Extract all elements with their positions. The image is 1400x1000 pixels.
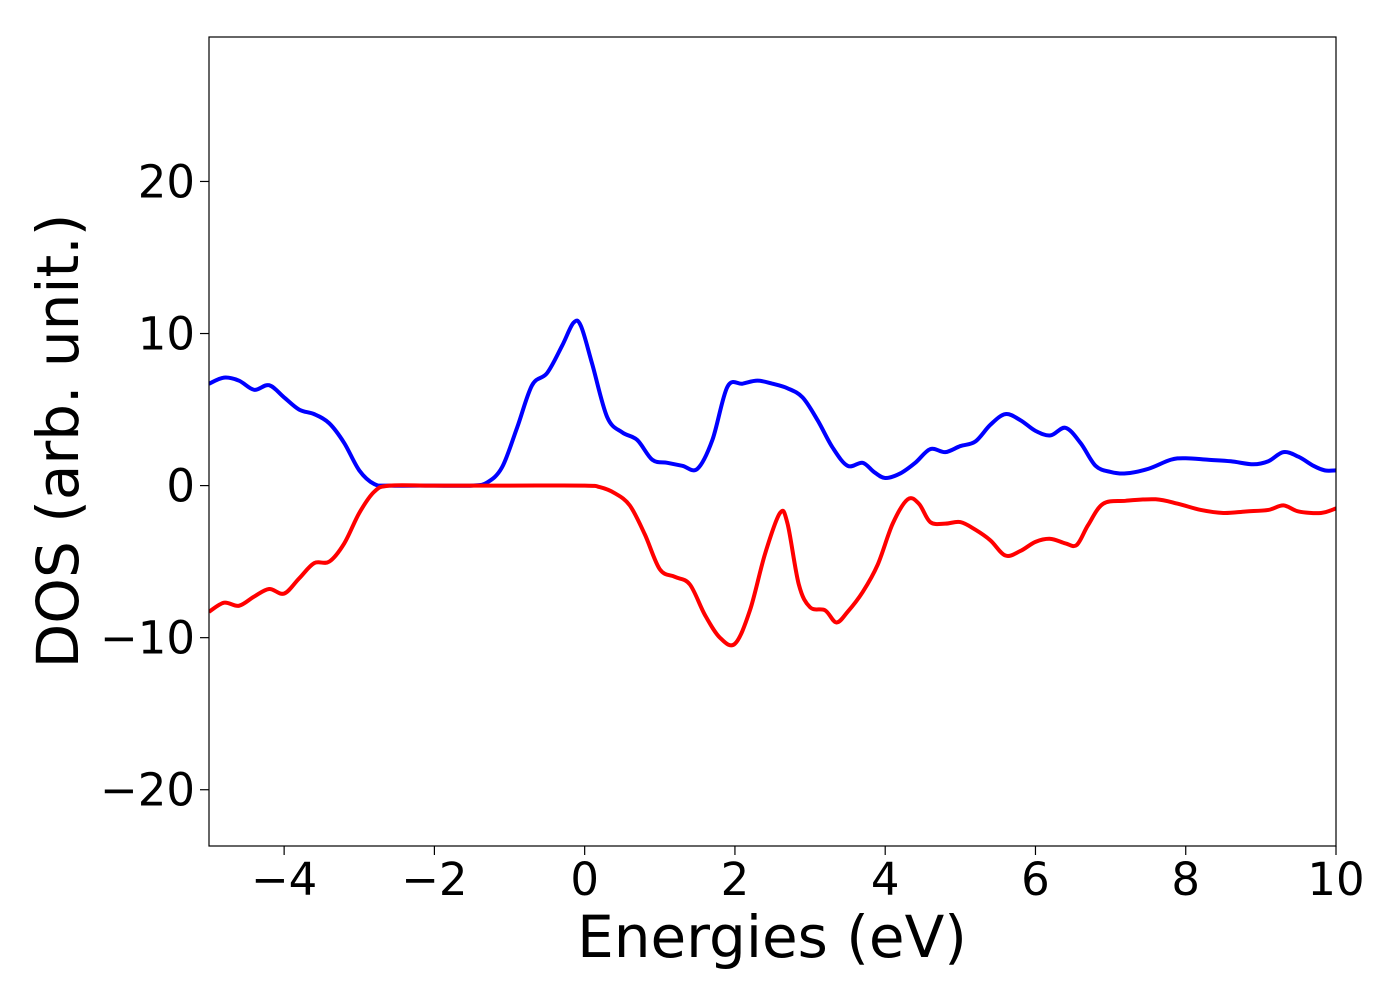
y-tick-label: 10	[138, 308, 195, 361]
x-tick-label: 6	[1021, 853, 1050, 906]
x-tick-label: 2	[721, 853, 750, 906]
y-axis-label: DOS (arb. unit.)	[24, 214, 92, 669]
x-tick-label: 4	[871, 853, 900, 906]
series-layer	[209, 318, 1336, 648]
x-tick-label: 8	[1171, 853, 1200, 906]
y-tick-label: −10	[100, 612, 195, 665]
series-line-spin-down	[209, 483, 1336, 648]
y-tick-label: −20	[100, 764, 195, 817]
x-tick-label: −4	[251, 853, 317, 906]
y-axis-ticks: −20 −10 0 10 20	[100, 155, 209, 817]
x-tick-label: 0	[570, 853, 599, 906]
x-tick-label: −2	[401, 853, 467, 906]
x-axis-label: Energies (eV)	[577, 903, 967, 971]
y-tick-label: 0	[166, 460, 195, 513]
x-tick-label: 10	[1307, 853, 1364, 906]
plot-frame	[208, 36, 1337, 847]
y-tick-label: 20	[138, 155, 195, 208]
x-axis-ticks: −4 −2 0 2 4 6 8 10	[251, 846, 1365, 906]
series-line-spin-up	[209, 318, 1336, 488]
